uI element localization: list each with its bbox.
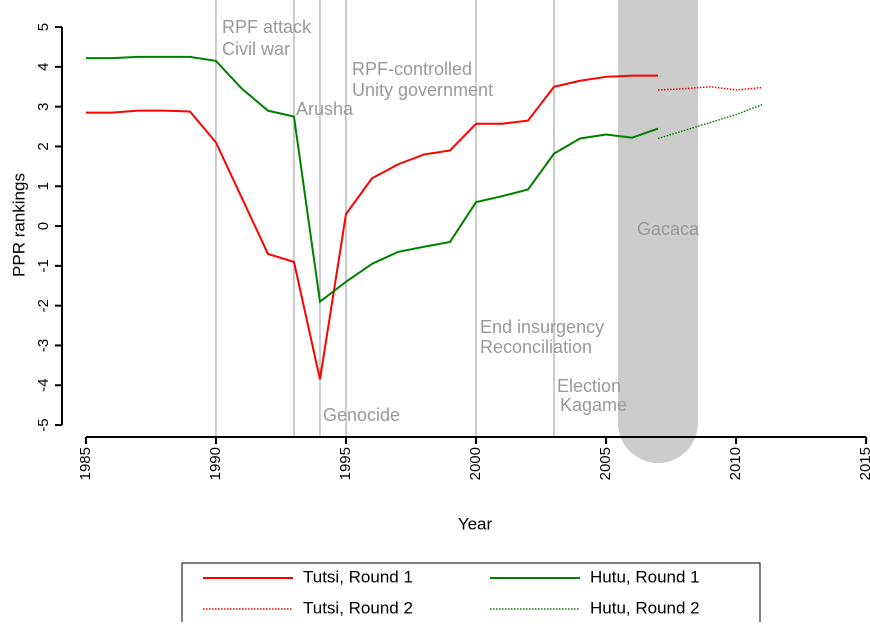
legend-label: Tutsi, Round 2 xyxy=(303,598,413,617)
series-line xyxy=(658,86,763,91)
legend-label: Hutu, Round 1 xyxy=(590,567,700,586)
y-tick-label: -4 xyxy=(35,379,52,392)
y-tick-label: 0 xyxy=(35,222,52,230)
x-axis-label: Year xyxy=(458,514,493,533)
annotation: Civil war xyxy=(222,39,290,59)
annotation: Unity government xyxy=(352,80,493,100)
y-tick-label: -3 xyxy=(35,339,52,352)
gacaca-band xyxy=(618,0,698,463)
y-tick-label: -5 xyxy=(35,418,52,431)
y-axis-label: PPR rankings xyxy=(9,173,28,277)
x-tick-label: 2015 xyxy=(857,447,870,480)
series-line xyxy=(85,74,659,380)
y-tick-label: 5 xyxy=(35,23,52,31)
annotation: End insurgency xyxy=(480,317,604,337)
x-tick-label: 2000 xyxy=(467,447,484,480)
y-tick-label: 4 xyxy=(35,63,52,71)
x-tick-label: 2010 xyxy=(727,447,744,480)
annotation: Gacaca xyxy=(637,219,700,239)
legend-label: Hutu, Round 2 xyxy=(590,598,700,617)
annotation: Genocide xyxy=(323,405,400,425)
y-tick-label: -1 xyxy=(35,259,52,272)
y-tick-label: 2 xyxy=(35,142,52,150)
legend-label: Tutsi, Round 1 xyxy=(303,567,413,586)
x-tick-label: 2005 xyxy=(597,447,614,480)
series-line xyxy=(85,55,659,304)
y-tick-label: -2 xyxy=(35,299,52,312)
x-tick-label: 1985 xyxy=(77,447,94,480)
annotation: RPF-controlled xyxy=(352,59,472,79)
x-tick-label: 1995 xyxy=(337,447,354,480)
y-tick-label: 1 xyxy=(35,182,52,190)
annotation: Reconciliation xyxy=(480,337,592,357)
annotation: Kagame xyxy=(560,395,627,415)
annotation: Arusha xyxy=(296,99,354,119)
x-tick-label: 1990 xyxy=(207,447,224,480)
annotation: Election xyxy=(557,376,621,396)
series-line xyxy=(657,103,763,140)
annotation: RPF attack xyxy=(222,17,312,37)
y-tick-label: 3 xyxy=(35,102,52,110)
